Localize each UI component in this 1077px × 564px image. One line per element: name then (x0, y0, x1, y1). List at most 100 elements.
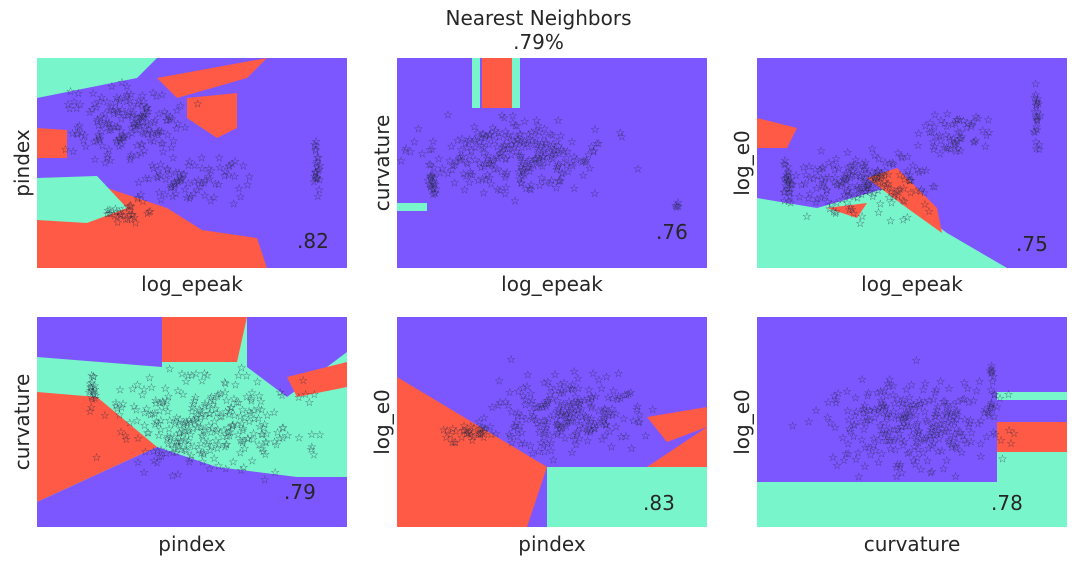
scatter-point: ☆ (140, 419, 150, 432)
scatter-point: ☆ (943, 416, 953, 429)
scatter-point: ☆ (872, 166, 882, 179)
scatter-point: ☆ (856, 415, 866, 428)
scatter-point: ☆ (81, 140, 91, 153)
scatter-point: ☆ (957, 394, 967, 407)
scatter-point: ☆ (988, 426, 998, 439)
scatter-point: ☆ (85, 405, 95, 418)
scatter-point: ☆ (817, 173, 827, 186)
scatter-point: ☆ (601, 418, 611, 431)
scatter-point: ☆ (558, 157, 568, 170)
scatter-point: ☆ (240, 412, 250, 425)
scatter-point: ☆ (499, 139, 509, 152)
scatter-point: ☆ (572, 414, 582, 427)
scatter-point: ☆ (90, 97, 100, 110)
scatter-point: ☆ (831, 397, 841, 410)
scatter-point: ☆ (132, 378, 142, 391)
scatter-point: ☆ (819, 176, 829, 189)
scatter-point: ☆ (514, 165, 524, 178)
scatter-point: ☆ (530, 153, 540, 166)
scatter-point: ☆ (154, 186, 164, 199)
scatter-point: ☆ (959, 376, 969, 389)
scatter-point: ☆ (989, 370, 999, 383)
scatter-point: ☆ (99, 112, 109, 125)
scatter-point: ☆ (475, 135, 485, 148)
scatter-point: ☆ (1030, 105, 1040, 118)
scatter-point: ☆ (601, 418, 611, 431)
region-class-b (37, 58, 157, 98)
scatter-point: ☆ (564, 411, 574, 424)
scatter-point: ☆ (797, 178, 807, 191)
region-class-b (757, 482, 1067, 527)
scatter-point: ☆ (121, 429, 131, 442)
scatter-point: ☆ (478, 128, 488, 141)
scatter-point: ☆ (183, 177, 193, 190)
scatter-point: ☆ (898, 214, 908, 227)
scatter-point: ☆ (859, 160, 869, 173)
scatter-point: ☆ (911, 184, 921, 197)
scatter-point: ☆ (119, 131, 129, 144)
scatter-point: ☆ (192, 421, 202, 434)
scatter-point: ☆ (512, 409, 522, 422)
scatter-point: ☆ (234, 396, 244, 409)
scatter-point: ☆ (967, 118, 977, 131)
scatter-point: ☆ (841, 448, 851, 461)
scatter-point: ☆ (175, 175, 185, 188)
scatter-point: ☆ (586, 412, 596, 425)
scatter-point: ☆ (168, 151, 178, 164)
scatter-point: ☆ (861, 162, 871, 175)
scatter-point: ☆ (521, 413, 531, 426)
scatter-point: ☆ (172, 174, 182, 187)
scatter-point: ☆ (310, 167, 320, 180)
scatter-point: ☆ (176, 99, 186, 112)
scatter-point: ☆ (428, 168, 438, 181)
scatter-point: ☆ (483, 150, 493, 163)
scatter-point: ☆ (480, 422, 490, 435)
scatter-point: ☆ (875, 197, 885, 210)
scatter-point: ☆ (247, 386, 257, 399)
scatter-point: ☆ (237, 437, 247, 450)
scatter-point: ☆ (560, 410, 570, 423)
scatter-point: ☆ (171, 415, 181, 428)
scatter-point: ☆ (105, 103, 115, 116)
scatter-point: ☆ (496, 146, 506, 159)
scatter-point: ☆ (443, 167, 453, 180)
scatter-point: ☆ (817, 180, 827, 193)
scatter-point: ☆ (859, 176, 869, 189)
scatter-point: ☆ (196, 437, 206, 450)
scatter-point: ☆ (457, 150, 467, 163)
scatter-point: ☆ (434, 153, 444, 166)
scatter-point: ☆ (424, 158, 434, 171)
scatter-point: ☆ (142, 427, 152, 440)
scatter-point: ☆ (425, 181, 435, 194)
scatter-point: ☆ (246, 407, 256, 420)
scatter-point: ☆ (532, 417, 542, 430)
scatter-point: ☆ (257, 443, 267, 456)
scatter-point: ☆ (950, 136, 960, 149)
scatter-point: ☆ (938, 395, 948, 408)
scatter-point: ☆ (944, 131, 954, 144)
scatter-point: ☆ (868, 176, 878, 189)
scatter-point: ☆ (928, 417, 938, 430)
scatter-point: ☆ (957, 446, 967, 459)
scatter-point: ☆ (311, 165, 321, 178)
scatter-point: ☆ (283, 429, 293, 442)
scatter-point: ☆ (982, 129, 992, 142)
scatter-point: ☆ (133, 191, 143, 204)
scatter-point: ☆ (217, 410, 227, 423)
scatter-point: ☆ (817, 161, 827, 174)
scatter-point: ☆ (72, 127, 82, 140)
scatter-point: ☆ (483, 158, 493, 171)
scatter-point: ☆ (429, 177, 439, 190)
scatter-point: ☆ (176, 171, 186, 184)
scatter-point: ☆ (220, 376, 230, 389)
scatter-point: ☆ (261, 436, 271, 449)
scatter-point: ☆ (963, 382, 973, 395)
scatter-point: ☆ (501, 169, 511, 182)
scatter-point: ☆ (517, 170, 527, 183)
scatter-point: ☆ (110, 120, 120, 133)
scatter-point: ☆ (278, 432, 288, 445)
scatter-point: ☆ (872, 387, 882, 400)
scatter-point: ☆ (932, 404, 942, 417)
scatter-point: ☆ (144, 172, 154, 185)
scatter-point: ☆ (182, 191, 192, 204)
